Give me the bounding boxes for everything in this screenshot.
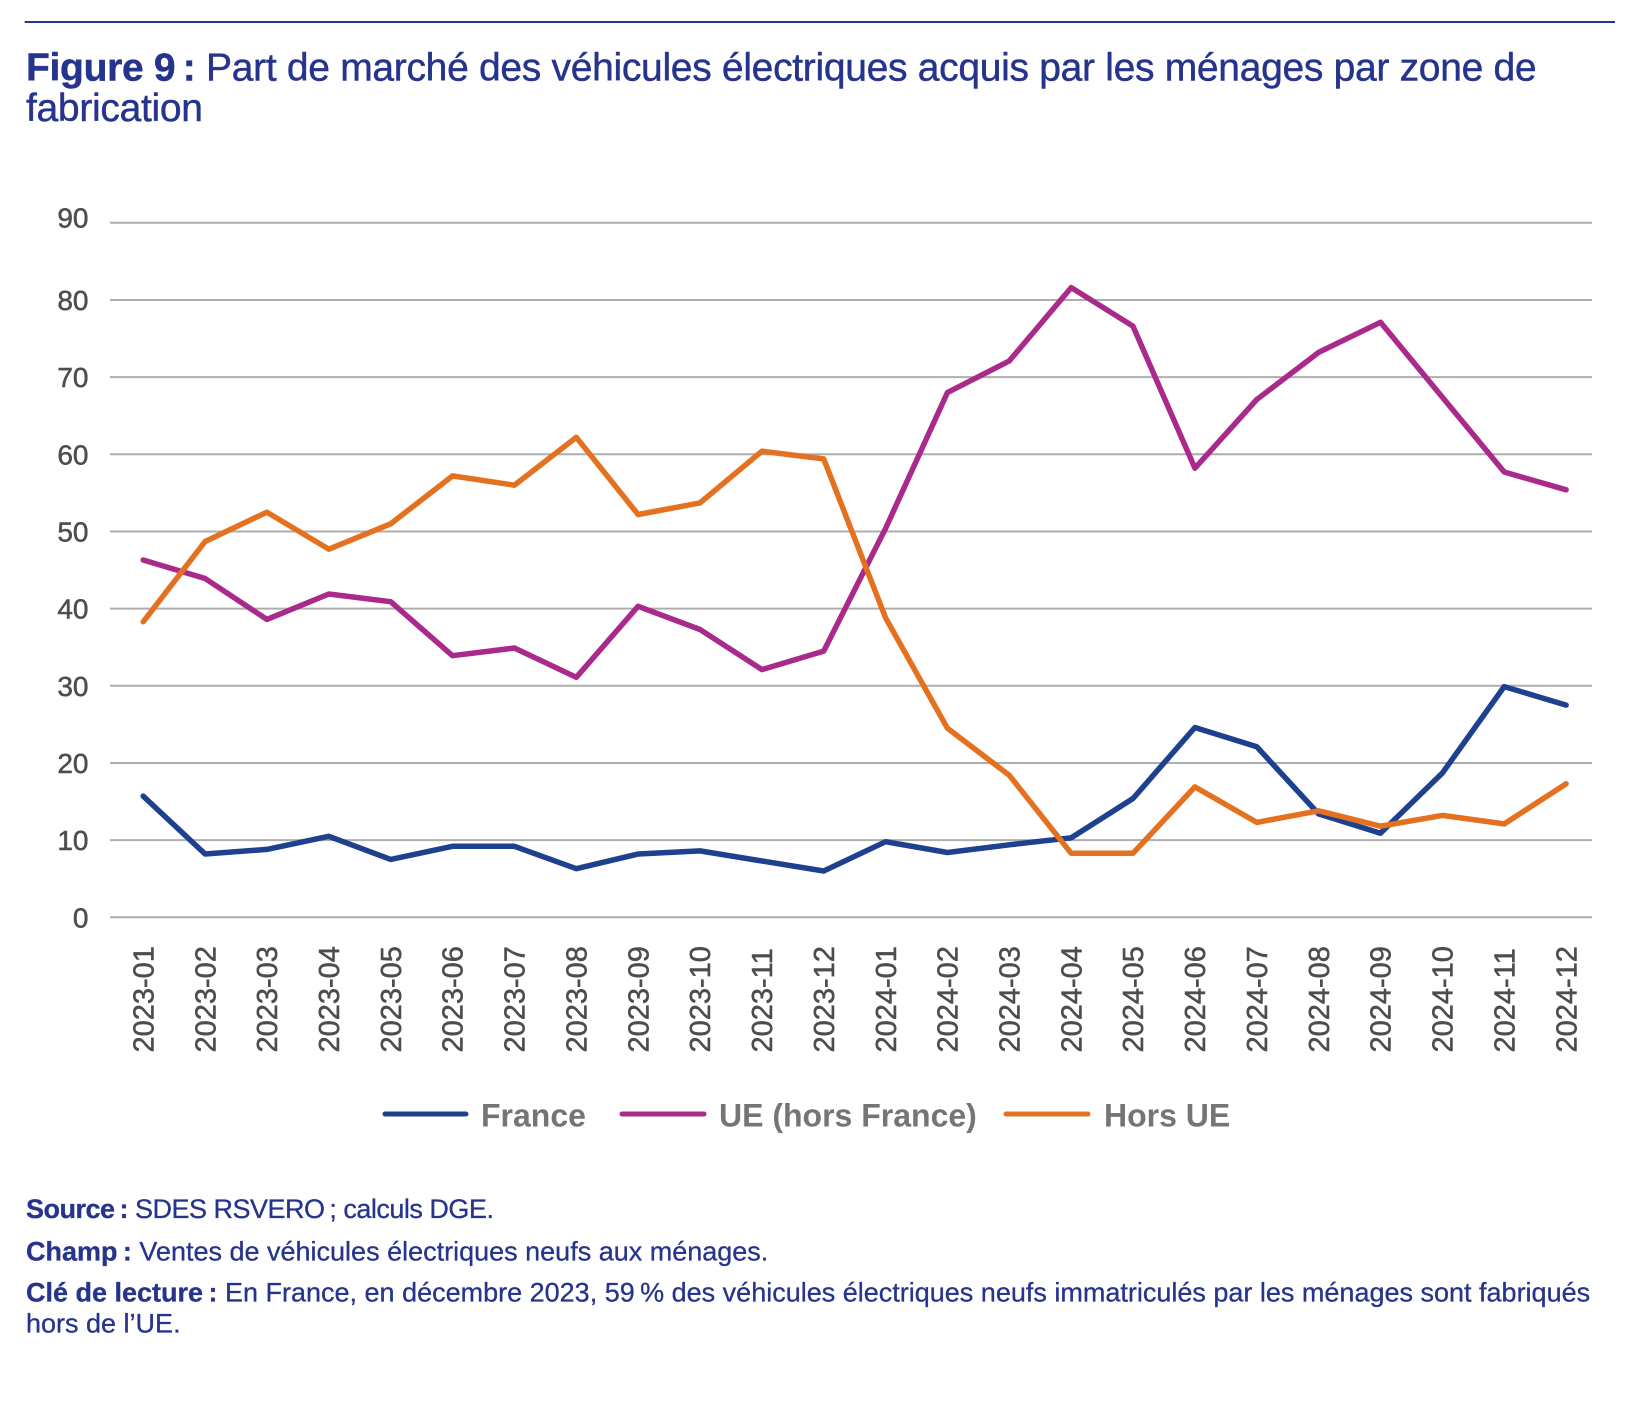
svg-text:2023-05: 2023-05 <box>376 946 408 1052</box>
svg-text:UE (hors France): UE (hors France) <box>719 1098 977 1134</box>
svg-text:2023-10: 2023-10 <box>685 946 717 1052</box>
svg-text:2023-06: 2023-06 <box>438 946 470 1052</box>
svg-text:2023-02: 2023-02 <box>190 946 222 1052</box>
svg-text:2024-05: 2024-05 <box>1118 946 1150 1052</box>
svg-text:Champ : Ventes de véhicules él: Champ : Ventes de véhicules électriques … <box>26 1237 768 1267</box>
svg-text:2024-06: 2024-06 <box>1180 946 1212 1052</box>
svg-text:fabrication: fabrication <box>26 87 203 130</box>
svg-text:90: 90 <box>57 202 88 233</box>
svg-text:2024-12: 2024-12 <box>1551 946 1583 1052</box>
svg-text:2024-01: 2024-01 <box>871 946 903 1052</box>
svg-text:0: 0 <box>73 902 89 933</box>
svg-text:80: 80 <box>57 285 88 316</box>
svg-text:30: 30 <box>57 671 88 702</box>
svg-text:2023-07: 2023-07 <box>500 946 532 1052</box>
svg-text:2023-11: 2023-11 <box>747 948 779 1052</box>
svg-text:Clé de lecture : En France, en: Clé de lecture : En France, en décembre … <box>26 1278 1590 1308</box>
svg-text:2024-10: 2024-10 <box>1428 946 1460 1052</box>
svg-text:50: 50 <box>57 517 88 548</box>
svg-text:hors de l’UE.: hors de l’UE. <box>26 1309 181 1339</box>
svg-text:2024-03: 2024-03 <box>995 946 1027 1052</box>
svg-text:10: 10 <box>57 825 88 856</box>
svg-text:2023-01: 2023-01 <box>128 946 160 1052</box>
svg-text:2024-11: 2024-11 <box>1489 948 1521 1052</box>
svg-text:2024-04: 2024-04 <box>1056 946 1088 1052</box>
svg-text:70: 70 <box>57 362 88 393</box>
svg-text:40: 40 <box>57 594 88 625</box>
svg-text:Hors UE: Hors UE <box>1104 1098 1230 1134</box>
svg-text:2023-08: 2023-08 <box>562 946 594 1052</box>
svg-text:2024-02: 2024-02 <box>933 946 965 1052</box>
svg-text:Figure 9 : Part de marché des: Figure 9 : Part de marché des véhicules … <box>26 47 1536 90</box>
svg-text:2023-12: 2023-12 <box>809 946 841 1052</box>
svg-text:France: France <box>481 1098 586 1134</box>
svg-text:2023-09: 2023-09 <box>623 946 655 1052</box>
svg-text:Source : SDES RSVERO ; calculs: Source : SDES RSVERO ; calculs DGE. <box>26 1194 493 1224</box>
svg-text:2023-04: 2023-04 <box>314 946 346 1052</box>
svg-text:60: 60 <box>57 439 88 470</box>
svg-text:2023-03: 2023-03 <box>252 946 284 1052</box>
svg-text:2024-09: 2024-09 <box>1366 946 1398 1052</box>
svg-text:2024-07: 2024-07 <box>1242 946 1274 1052</box>
svg-text:2024-08: 2024-08 <box>1304 946 1336 1052</box>
svg-text:20: 20 <box>57 748 88 779</box>
